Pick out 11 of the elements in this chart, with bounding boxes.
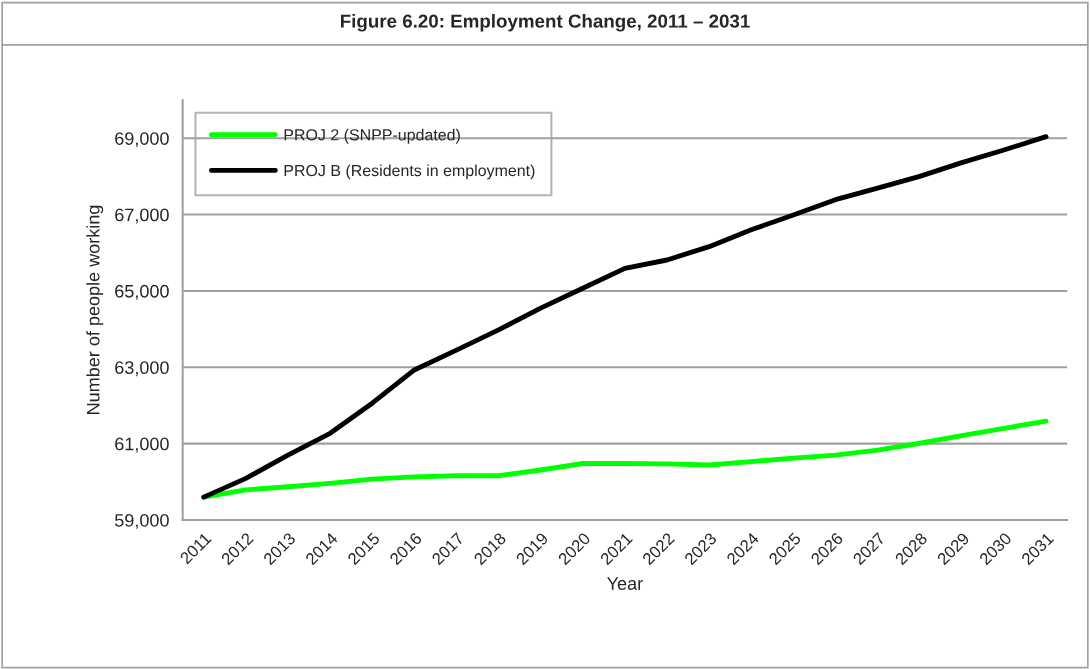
y-tick-label: 59,000 [114,513,169,529]
y-tick-label: 69,000 [115,132,169,148]
legend-label: PROJ B (Residents in employment) [284,164,535,180]
x-axis-title: Year [607,577,643,590]
y-axis-title: Number of people working [86,205,104,414]
y-tick-label: 63,000 [115,361,169,377]
legend-label: PROJ 2 (SNPP-updated) [284,128,460,144]
y-tick-label: 67,000 [115,208,169,224]
chart-title: Figure 6.20: Employment Change, 2011 – 2031 [340,13,750,32]
y-tick-label: 65,000 [115,284,169,300]
y-tick-label: 61,000 [115,437,169,453]
